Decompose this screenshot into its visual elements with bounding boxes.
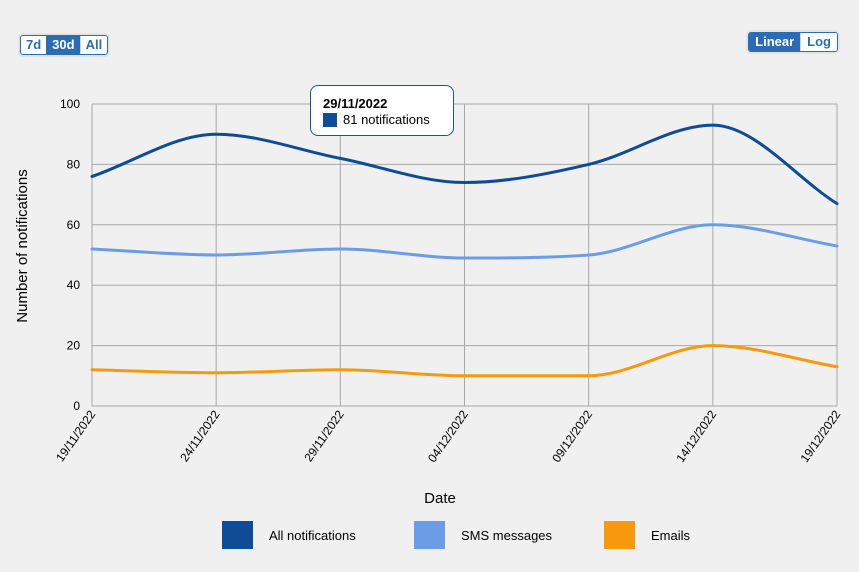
tooltip: 29/11/2022 81 notifications <box>310 85 454 136</box>
data-point-emails-4[interactable] <box>583 370 595 382</box>
tooltip-value: 81 notifications <box>343 112 430 127</box>
data-point-emails-1[interactable] <box>210 367 222 379</box>
x-tick-label-3: 04/12/2022 <box>425 407 471 464</box>
data-point-all-notifications-2[interactable] <box>334 152 346 164</box>
tooltip-date: 29/11/2022 <box>323 96 388 111</box>
legend-swatch-sms-messages <box>414 521 445 549</box>
legend-item-emails[interactable]: Emails <box>604 521 690 549</box>
y-tick-label-0: 0 <box>73 399 80 413</box>
series-line-emails[interactable] <box>90 344 839 378</box>
series-line-all-notifications[interactable] <box>90 123 839 206</box>
range-all-button[interactable]: All <box>79 36 108 54</box>
y-tick-label-4: 80 <box>67 157 81 171</box>
x-axis-ticks: 19/11/2022 24/11/2022 29/11/2022 04/12/2022… <box>53 407 844 464</box>
data-point-all-notifications-5[interactable] <box>707 119 719 131</box>
y-axis-label: Number of notifications <box>14 169 31 322</box>
tooltip-swatch <box>323 112 337 127</box>
grid <box>91 103 838 407</box>
x-tick-label-2: 29/11/2022 <box>301 407 347 464</box>
legend-label-all-notifications: All notifications <box>269 527 356 543</box>
range-selector: 7d 30d All <box>20 35 109 55</box>
y-tick-label-3: 60 <box>67 218 81 232</box>
data-point-emails-6[interactable] <box>831 361 843 373</box>
data-point-sms-messages-4[interactable] <box>583 249 595 261</box>
x-tick-label-0: 19/11/2022 <box>53 407 99 464</box>
x-tick-label-1: 24/11/2022 <box>177 407 223 464</box>
legend: All notifications SMS messages Emails <box>0 521 859 551</box>
y-tick-label-5: 100 <box>60 97 80 111</box>
data-point-sms-messages-2[interactable] <box>334 243 346 255</box>
data-point-emails-2[interactable] <box>334 364 346 376</box>
data-point-sms-messages-3[interactable] <box>459 252 471 264</box>
data-point-emails-5[interactable] <box>707 340 719 352</box>
range-30d-button[interactable]: 30d <box>46 36 80 54</box>
data-point-sms-messages-6[interactable] <box>831 240 843 252</box>
data-point-all-notifications-6[interactable] <box>831 198 843 210</box>
series-lines <box>86 119 843 382</box>
x-tick-label-6: 19/12/2022 <box>798 407 844 464</box>
x-tick-label-5: 14/12/2022 <box>673 407 719 464</box>
x-axis-label: Date <box>424 490 456 507</box>
data-point-emails-3[interactable] <box>459 370 471 382</box>
y-tick-label-1: 20 <box>67 339 81 353</box>
legend-label-emails: Emails <box>651 527 691 543</box>
legend-item-sms-messages[interactable]: SMS messages <box>414 521 552 549</box>
data-point-sms-messages-5[interactable] <box>707 219 719 231</box>
data-point-all-notifications-1[interactable] <box>210 128 222 140</box>
scale-log-button[interactable]: Log <box>800 33 837 51</box>
y-axis-ticks: 0 20 40 60 80 100 <box>60 97 80 413</box>
data-point-sms-messages-1[interactable] <box>210 249 222 261</box>
legend-item-all-notifications[interactable]: All notifications <box>222 521 356 549</box>
data-point-emails-0[interactable] <box>86 364 98 376</box>
x-tick-label-4: 09/12/2022 <box>549 407 595 464</box>
data-point-all-notifications-0[interactable] <box>86 170 98 182</box>
data-point-sms-messages-0[interactable] <box>86 243 98 255</box>
data-point-all-notifications-3[interactable] <box>459 177 471 189</box>
legend-swatch-all-notifications <box>222 521 253 549</box>
legend-label-sms-messages: SMS messages <box>461 527 553 543</box>
scale-linear-button[interactable]: Linear <box>749 33 801 51</box>
y-tick-label-2: 40 <box>67 278 81 292</box>
series-line-sms-messages[interactable] <box>90 223 839 260</box>
data-point-all-notifications-4[interactable] <box>583 158 595 170</box>
range-7d-button[interactable]: 7d <box>21 36 47 54</box>
scale-selector: Linear Log <box>748 32 838 52</box>
legend-swatch-emails <box>604 521 635 549</box>
